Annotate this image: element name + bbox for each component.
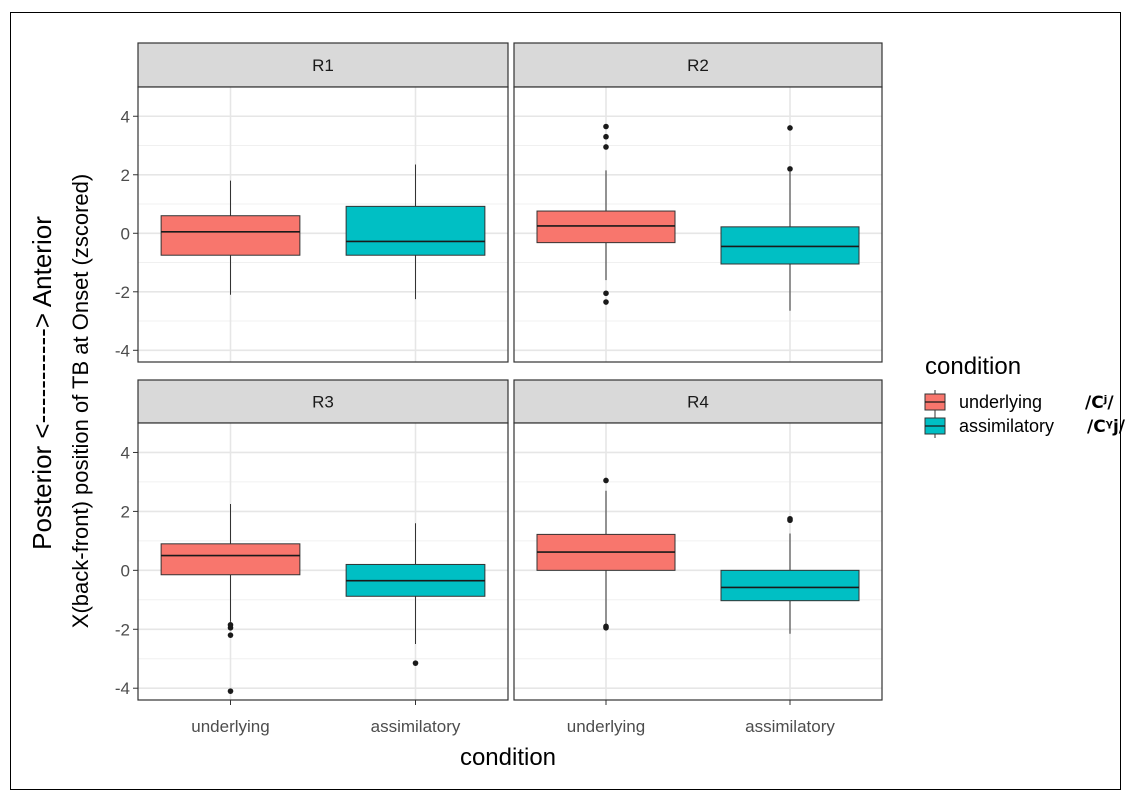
- outlier-point: [787, 515, 793, 522]
- outlier-point: [787, 166, 793, 172]
- facet-strip-label: R1: [312, 56, 334, 75]
- panel-R4: R4 underlying assimilatory: [513, 379, 883, 736]
- panel-R1: R1 -4 -2 0 2 4: [115, 42, 509, 363]
- box-iqr: [160, 215, 301, 256]
- outlier-point: [603, 144, 609, 150]
- outlier-point: [603, 133, 609, 140]
- box-iqr: [160, 543, 301, 576]
- y-tick-label: -4: [115, 341, 130, 360]
- panel-border: [513, 422, 883, 701]
- box-underlying: [536, 477, 676, 631]
- facet-strip-label: R2: [687, 56, 709, 75]
- y-tick-label: -2: [115, 620, 130, 639]
- legend-entry-assimilatory: assimilatory/Cᵞj/: [924, 414, 1126, 438]
- y-tick-label: 2: [121, 166, 130, 185]
- legend-ipa-label: /Cᵞj/: [1087, 417, 1126, 437]
- panel-border: [137, 422, 509, 701]
- x-tick-label: assimilatory: [745, 717, 835, 736]
- outlier-point: [603, 299, 609, 305]
- panel-border: [137, 86, 509, 363]
- y-tick-label: 4: [121, 107, 130, 126]
- outlier-point: [227, 632, 234, 638]
- y-tick-label: -4: [115, 679, 130, 698]
- box-iqr: [720, 569, 860, 602]
- outlier-point: [603, 123, 609, 130]
- x-tick-label: underlying: [191, 717, 269, 736]
- facet-strip-label: R3: [312, 393, 334, 412]
- box-assimilatory: [720, 515, 860, 634]
- outlier-point: [412, 660, 419, 666]
- legend-label: underlying: [959, 392, 1042, 412]
- figure-frame: [10, 12, 1121, 790]
- facet-strip: [137, 379, 509, 424]
- outlier-point: [603, 625, 609, 631]
- box-underlying: [160, 504, 301, 694]
- box-underlying: [160, 180, 301, 295]
- y-tick-label: 0: [121, 561, 130, 580]
- x-tick-label: assimilatory: [371, 717, 461, 736]
- y-tick-label: 0: [121, 224, 130, 243]
- facet-strip-label: R4: [687, 393, 709, 412]
- y-axis-title: X(back-front) position of TB at Onset (z…: [68, 174, 93, 628]
- box-assimilatory: [345, 164, 486, 300]
- box-underlying: [536, 123, 676, 305]
- y-tick-label: 4: [121, 443, 130, 462]
- panel-R2: R2: [513, 42, 883, 363]
- x-axis-title: condition: [460, 744, 556, 771]
- outlier-point: [603, 477, 609, 484]
- outlier-point: [227, 688, 234, 694]
- box-iqr: [720, 226, 860, 265]
- legend-label: assimilatory: [959, 416, 1054, 436]
- x-tick-label: underlying: [567, 717, 645, 736]
- y-tick-label: -2: [115, 283, 130, 302]
- outlier-point: [603, 290, 609, 297]
- outlier-point: [227, 625, 234, 631]
- legend-entry-underlying: underlying/Cʲ/: [924, 390, 1114, 414]
- legend: condition underlying/Cʲ/assimilatory/Cᵞj…: [924, 353, 1126, 438]
- legend-ipa-label: /Cʲ/: [1085, 393, 1114, 413]
- y-tick-label: 2: [121, 502, 130, 521]
- panel-border: [513, 86, 883, 363]
- box-iqr: [345, 205, 486, 256]
- legend-title: condition: [925, 353, 1021, 380]
- box-assimilatory: [720, 125, 860, 311]
- panel-R3: R3 -4 -2 0 2 4 underlying assimilatory: [115, 379, 509, 736]
- box-iqr: [536, 210, 676, 244]
- y-axis-title-direction: Posterior <-----------> Anterior: [27, 216, 57, 550]
- outlier-point: [787, 125, 793, 131]
- box-assimilatory: [345, 523, 486, 666]
